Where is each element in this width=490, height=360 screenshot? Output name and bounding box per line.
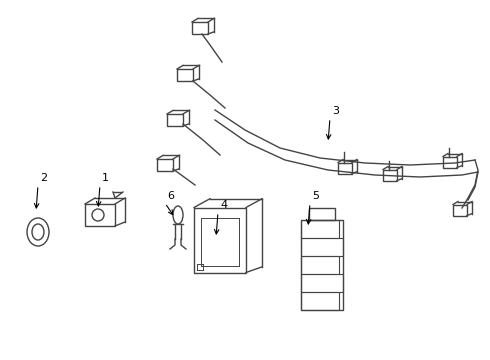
Text: 1: 1 (102, 173, 109, 183)
Text: 5: 5 (312, 191, 319, 201)
Text: 3: 3 (332, 106, 339, 116)
Text: 6: 6 (167, 191, 174, 201)
Text: 4: 4 (220, 200, 227, 210)
Text: 2: 2 (40, 173, 47, 183)
